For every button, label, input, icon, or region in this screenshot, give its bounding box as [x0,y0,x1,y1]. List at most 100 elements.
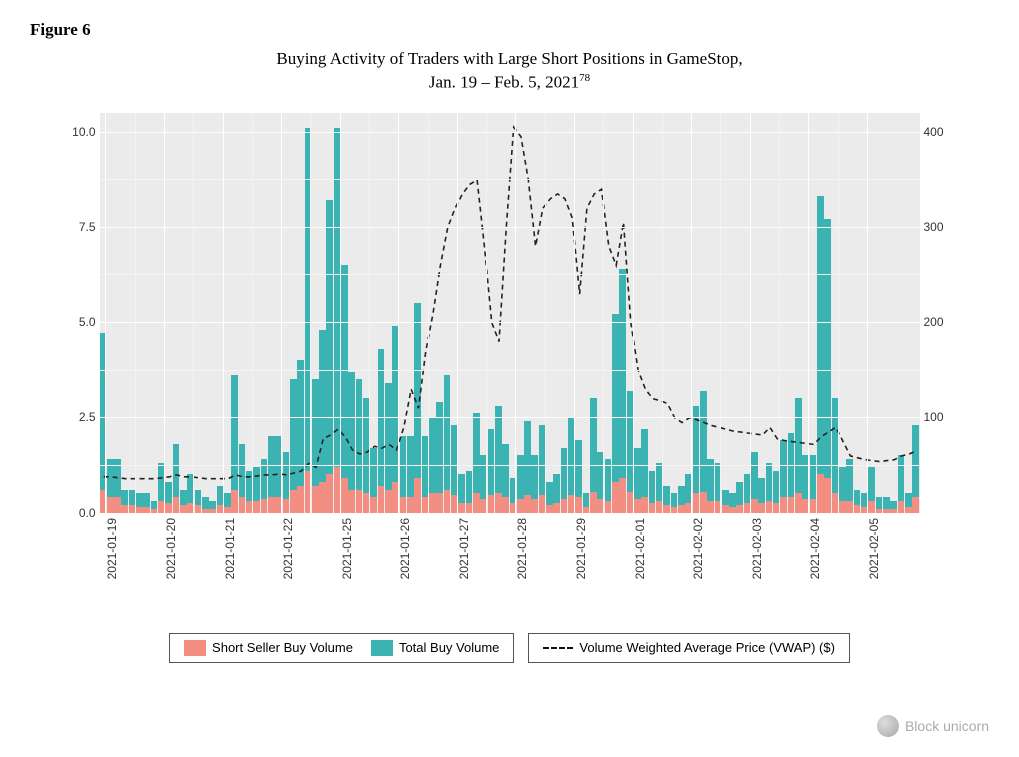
bar-short [114,497,121,512]
bar-short [707,501,714,512]
bar-short [348,490,355,513]
bar-short [641,497,648,512]
bar-short [385,490,392,513]
legend-item-total: Total Buy Volume [371,640,499,656]
plot-frame: Volume (Millions of Shares) Volume Weigh… [40,103,980,533]
y-right-tick: 100 [924,410,952,424]
bar-short [502,497,509,512]
bar-short [517,499,524,512]
bar-short [531,499,538,512]
x-ticks: 2021-01-192021-01-202021-01-212021-01-22… [100,518,920,628]
bar-short [868,501,875,512]
y-right-tick: 300 [924,220,952,234]
bar-short [736,505,743,513]
bar-short [488,495,495,512]
y-left-tick: 0.0 [68,506,96,520]
x-tick-label: 2021-01-29 [574,518,588,579]
chart-title-line2: Jan. 19 – Feb. 5, 2021 [429,73,579,92]
bar-short [810,499,817,512]
bar-short [458,503,465,513]
bar-short [590,492,597,513]
legend-item-vwap: Volume Weighted Average Price (VWAP) ($) [543,640,835,655]
bar-short [429,493,436,512]
bar-short [195,505,202,513]
bar-short [663,505,670,513]
bar-short [722,505,729,513]
bar-short [758,503,765,513]
bar-short [546,505,553,513]
bar-short [180,505,187,513]
bar-short [605,501,612,512]
bar-short [444,490,451,513]
bar-short [575,497,582,512]
chart-title: Buying Activity of Traders with Large Sh… [30,48,989,95]
plot-area [100,113,920,513]
bar-short [239,497,246,512]
x-tick-label: 2021-01-26 [398,518,412,579]
bar-short [407,497,414,512]
y-right-tick: 400 [924,125,952,139]
bar-short [561,499,568,512]
x-tick-label: 2021-01-28 [515,518,529,579]
watermark-text: Block unicorn [905,718,989,734]
y-right-tick: 200 [924,315,952,329]
x-tick-label: 2021-01-27 [457,518,471,579]
bar-short [283,499,290,512]
x-tick-label: 2021-01-21 [223,518,237,579]
y-left-tick: 7.5 [68,220,96,234]
x-tick-label: 2021-02-02 [691,518,705,579]
bar-short [553,503,560,513]
bar-short [612,482,619,512]
bar-short [912,497,919,512]
legend-item-short: Short Seller Buy Volume [184,640,353,656]
x-tick-label: 2021-02-04 [808,518,822,579]
chart-title-line1: Buying Activity of Traders with Large Sh… [276,49,742,68]
bar-short [231,490,238,513]
bar-short [780,497,787,512]
y-left-tick: 2.5 [68,410,96,424]
bar-short [165,503,172,513]
bar-short [817,474,824,512]
chart-title-footnote: 78 [579,72,590,84]
x-tick-label: 2021-01-19 [105,518,119,579]
x-tick-label: 2021-01-25 [340,518,354,579]
bar-total [341,265,348,513]
bar-short [751,499,758,512]
x-tick-label: 2021-01-20 [164,518,178,579]
bar-short [473,493,480,512]
bar-short [795,493,802,512]
bar-short [839,501,846,512]
watermark-logo-icon [877,715,899,737]
legend-label-vwap: Volume Weighted Average Price (VWAP) ($) [579,640,835,655]
bar-short [693,493,700,512]
bar-short [824,478,831,512]
bar-short [261,499,268,512]
bar-short [121,505,128,513]
bar-short [268,497,275,512]
bar-short [290,490,297,513]
bar-short [678,505,685,513]
swatch-vwap-dash [543,647,573,649]
bar-short [466,503,473,513]
watermark: Block unicorn [877,715,989,737]
bar-short [312,486,319,513]
x-tick-label: 2021-02-05 [867,518,881,579]
bar-short [700,492,707,513]
x-tick-label: 2021-02-01 [633,518,647,579]
legend-row: Short Seller Buy Volume Total Buy Volume… [40,633,980,663]
bar-short [378,486,385,513]
bar-short [854,505,861,513]
bar-short [524,495,531,512]
legend-series: Short Seller Buy Volume Total Buy Volume [169,633,514,663]
bar-short [297,486,304,513]
legend-vwap: Volume Weighted Average Price (VWAP) ($) [528,633,850,663]
bar-short [436,493,443,512]
bar-short [414,478,421,512]
bar-short [107,497,114,512]
bar-short [846,501,853,512]
legend-label-total: Total Buy Volume [399,640,499,655]
chart-container: Volume (Millions of Shares) Volume Weigh… [40,103,980,663]
y-left-tick: 10.0 [68,125,96,139]
figure-label: Figure 6 [30,20,989,40]
swatch-short [184,640,206,656]
